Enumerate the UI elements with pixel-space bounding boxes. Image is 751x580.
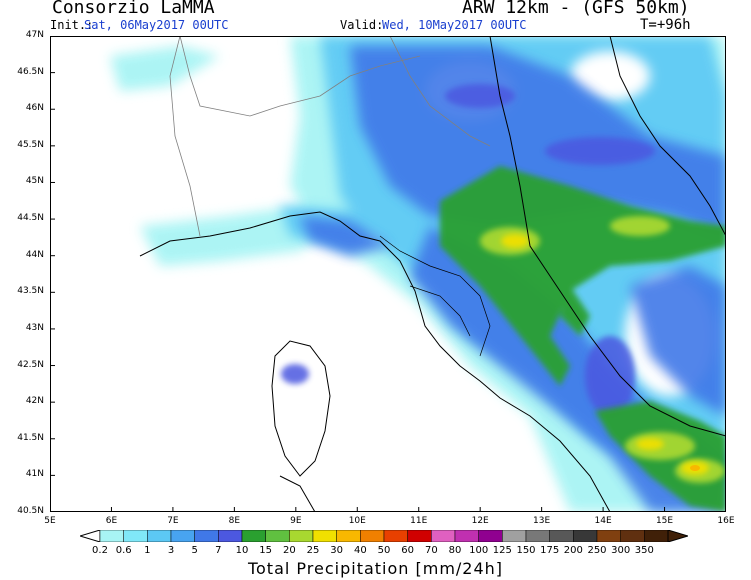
longitude-tick-label: 5E	[44, 516, 56, 526]
colorbar-segment	[596, 530, 621, 542]
longitude-tick-label: 12E	[471, 516, 489, 526]
colorbar-segment	[644, 530, 669, 542]
init-value: Sat, 06May2017 00UTC	[84, 18, 229, 32]
colorbar-label: 250	[587, 545, 607, 556]
model-title: ARW 12km - (GFS 50km)	[462, 0, 690, 18]
country-borders	[169, 36, 491, 237]
colorbar-label: 10	[235, 545, 249, 556]
latitude-tick-label: 42N	[25, 396, 44, 407]
longitude-tick-label: 10E	[348, 516, 366, 526]
colorbar-segment	[525, 530, 550, 542]
colorbar-label: 350	[634, 545, 654, 556]
colorbar-segment	[265, 530, 290, 542]
colorbar-segment	[454, 530, 479, 542]
longitude-tick-label: 6E	[105, 516, 118, 526]
colorbar-segment	[336, 530, 361, 542]
colorbar-segment	[502, 530, 527, 542]
map-frame	[50, 36, 726, 512]
colorbar-segment	[289, 530, 314, 542]
latitude-tick-label: 42.5N	[17, 359, 44, 370]
latitude-tick-label: 43.5N	[17, 286, 44, 297]
colorbar-label: 80	[448, 545, 462, 556]
latitude-tick-label: 47N	[25, 30, 44, 40]
colorbar-max-arrow	[667, 530, 688, 542]
longitude-tick-label: 15E	[655, 516, 674, 526]
colorbar-label: 25	[306, 545, 320, 556]
colorbar-segment	[549, 530, 574, 542]
colorbar-label: 125	[492, 545, 512, 556]
latitude-tick-label: 43N	[25, 322, 44, 333]
colorbar-segment	[147, 530, 172, 542]
colorbar-segment	[431, 530, 456, 542]
colorbar-segment	[620, 530, 645, 542]
colorbar-label: 175	[540, 545, 560, 556]
latitude-tick-label: 40.5N	[17, 506, 44, 516]
valid-value: Wed, 10May2017 00UTC	[382, 18, 527, 32]
colorbar-label: 70	[424, 545, 438, 556]
colorbar-label: 0.2	[92, 545, 108, 556]
latitude-tick-label: 45.5N	[17, 139, 44, 150]
valid-label: Valid:	[340, 18, 384, 32]
colorbar-segment	[360, 530, 385, 542]
latitude-tick-label: 44.5N	[17, 213, 44, 224]
colorbar-segment	[573, 530, 598, 542]
colorbar-segment	[123, 530, 148, 542]
colorbar-segment	[218, 530, 243, 542]
colorbar-label: 15	[259, 545, 273, 556]
precipitation-colorbar	[80, 530, 688, 542]
colorbar-label: 150	[516, 545, 536, 556]
colorbar-label: 7	[215, 545, 222, 556]
colorbar-label: 300	[611, 545, 631, 556]
colorbar-label: 100	[469, 545, 489, 556]
colorbar-segment	[194, 530, 219, 542]
colorbar-segment	[407, 530, 432, 542]
longitude-tick-label: 8E	[228, 516, 241, 526]
colorbar-segment	[99, 530, 124, 542]
colorbar-label: 5	[191, 545, 198, 556]
colorbar-label: 0.6	[115, 545, 132, 556]
latitude-tick-label: 45N	[25, 176, 44, 187]
colorbar-segment	[383, 530, 408, 542]
precipitation-map	[50, 36, 726, 512]
colorbar-label: 30	[330, 545, 344, 556]
colorbar-segment	[478, 530, 503, 542]
region-borders	[379, 235, 491, 357]
longitude-tick-label: 13E	[533, 516, 551, 526]
longitude-tick-label: 9E	[290, 516, 302, 526]
axis-ticks	[50, 36, 726, 512]
longitude-tick-label: 16E	[717, 516, 735, 526]
init-label: Init.:	[50, 18, 94, 32]
colorbar-title: Total Precipitation [mm/24h]	[247, 559, 504, 578]
latitude-tick-label: 41N	[25, 469, 44, 480]
precip-max	[690, 465, 700, 471]
latitude-tick-label: 46N	[25, 103, 44, 114]
colorbar-label: 40	[353, 545, 367, 556]
longitude-tick-label: 11E	[410, 516, 428, 526]
latitude-tick-label: 46.5N	[17, 66, 44, 77]
colorbar-label: 50	[377, 545, 391, 556]
latitude-tick-label: 44N	[25, 249, 44, 260]
latitude-tick-label: 41.5N	[17, 432, 44, 443]
colorbar-label: 60	[401, 545, 415, 556]
precip-field	[110, 36, 726, 512]
colorbar-segment	[241, 530, 266, 542]
colorbar-label: 1	[144, 545, 151, 556]
colorbar-label: 200	[563, 545, 583, 556]
colorbar-segment	[312, 530, 337, 542]
longitude-tick-label: 14E	[594, 516, 612, 526]
colorbar-label: 3	[167, 545, 175, 556]
longitude-tick-label: 7E	[167, 516, 179, 526]
forecast-timestep: T=+96h	[640, 17, 691, 33]
colorbar-segment	[170, 530, 195, 542]
colorbar-label: 20	[282, 545, 296, 556]
organization-title: Consorzio LaMMA	[52, 0, 215, 18]
coastlines	[139, 36, 726, 512]
colorbar-min-arrow	[80, 530, 101, 542]
